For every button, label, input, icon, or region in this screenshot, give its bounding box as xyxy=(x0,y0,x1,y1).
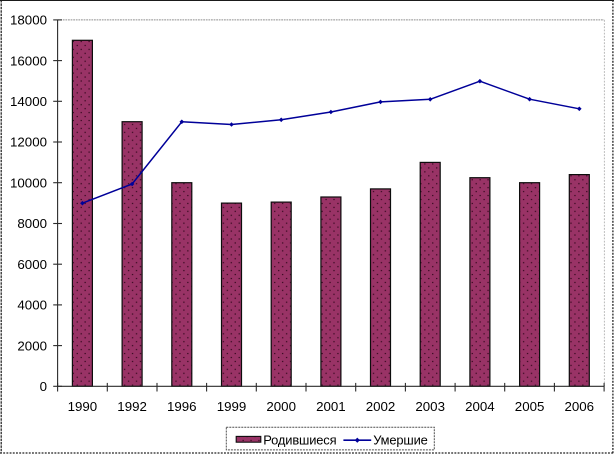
svg-text:2000: 2000 xyxy=(17,338,47,353)
svg-text:2004: 2004 xyxy=(465,399,495,414)
svg-text:12000: 12000 xyxy=(10,135,47,150)
svg-text:2006: 2006 xyxy=(565,399,595,414)
svg-text:18000: 18000 xyxy=(10,13,47,28)
svg-text:2002: 2002 xyxy=(366,399,396,414)
svg-text:14000: 14000 xyxy=(10,94,47,109)
svg-text:0: 0 xyxy=(40,379,47,394)
svg-text:16000: 16000 xyxy=(10,53,47,68)
svg-text:8000: 8000 xyxy=(17,216,47,231)
svg-text:2000: 2000 xyxy=(266,399,296,414)
svg-text:2001: 2001 xyxy=(316,399,346,414)
svg-text:1992: 1992 xyxy=(117,399,147,414)
svg-text:10000: 10000 xyxy=(10,175,47,190)
svg-text:1990: 1990 xyxy=(68,399,98,414)
svg-text:2005: 2005 xyxy=(515,399,545,414)
svg-text:1996: 1996 xyxy=(167,399,197,414)
svg-text:6000: 6000 xyxy=(17,257,47,272)
svg-text:1999: 1999 xyxy=(217,399,247,414)
svg-text:2003: 2003 xyxy=(415,399,445,414)
svg-text:4000: 4000 xyxy=(17,298,47,313)
svg-text:Умершие: Умершие xyxy=(373,432,427,447)
svg-text:Родившиеся: Родившиеся xyxy=(263,432,336,447)
